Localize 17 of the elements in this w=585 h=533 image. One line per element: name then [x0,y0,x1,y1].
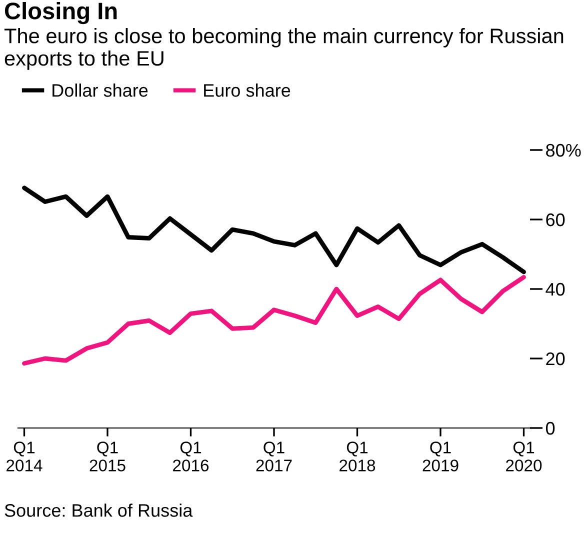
x-tick-label: Q1 2015 [90,442,126,472]
legend-label: Euro share [204,84,290,97]
x-tick-label: Q1 2014 [6,442,42,472]
x-tick-label: Q1 2017 [256,442,292,472]
x-tick-label: Q1 2016 [173,442,209,472]
y-tick-label: 60 [546,213,565,226]
x-tick-label: Q1 2020 [506,442,542,472]
chart-subtitle: The euro is close to becoming the main currency for Russian exports to the EU [4,28,564,70]
x-tick-label: Q1 2018 [340,442,376,472]
y-tick-label: 0 [546,422,555,435]
y-tick-label: 20 [546,352,565,366]
x-tick-label: Q1 2019 [422,442,458,472]
source-note: Source: Bank of Russia [4,504,193,517]
legend-label: Dollar share [52,84,148,97]
y-tick-label: 80% [546,144,581,157]
chart-title: Closing In [4,2,117,24]
y-tick-label: 40 [546,282,565,296]
